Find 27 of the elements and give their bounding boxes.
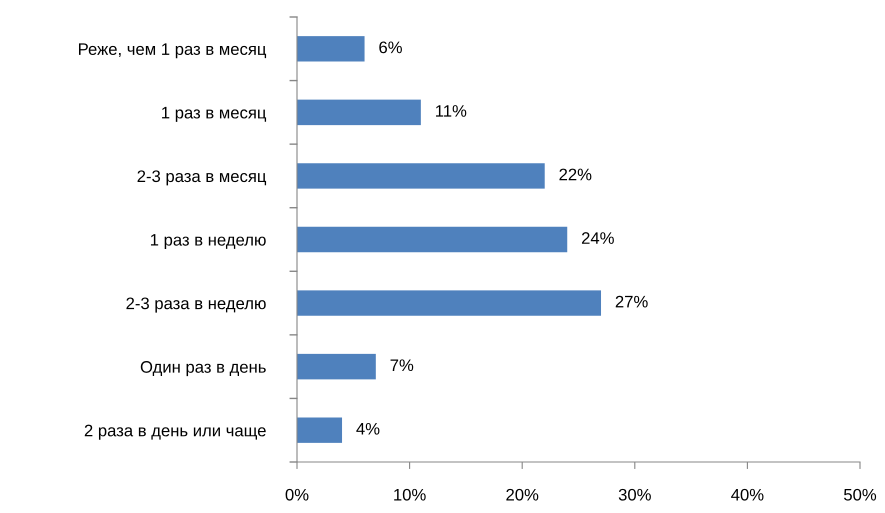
x-tick-label: 20% <box>506 488 538 501</box>
y-tick-label: 2-3 раза в месяц <box>138 170 266 186</box>
data-label: 11% <box>436 105 466 117</box>
data-label: 27% <box>616 296 648 308</box>
data-label: 22% <box>559 168 592 180</box>
bar <box>297 226 568 252</box>
bar <box>297 163 545 189</box>
y-tick-label: 2 раза в день или чаще <box>84 424 266 440</box>
bar <box>297 418 342 443</box>
y-tick-label: 2-3 раза в неделю <box>126 297 266 313</box>
x-tick-label: 30% <box>618 488 651 501</box>
y-tick-label: 1 раз в месяц <box>162 106 266 122</box>
y-tick-label: 1 раз в неделю <box>150 234 266 249</box>
x-tick-label: 10% <box>394 488 426 501</box>
bar <box>297 354 376 380</box>
bar <box>297 290 602 316</box>
y-tick-label: Один раз в день <box>140 361 266 376</box>
x-tick-label: 0% <box>286 488 308 501</box>
data-label: 4% <box>356 422 380 435</box>
bar <box>297 36 365 62</box>
data-label: 7% <box>390 359 414 372</box>
data-label: 6% <box>379 41 402 54</box>
x-tick-label: 40% <box>731 488 764 501</box>
y-tick-label: Реже, чем 1 раз в месяц <box>78 43 266 58</box>
x-tick-label: 50% <box>844 488 876 501</box>
data-label: 24% <box>582 232 614 244</box>
bar <box>297 100 421 126</box>
